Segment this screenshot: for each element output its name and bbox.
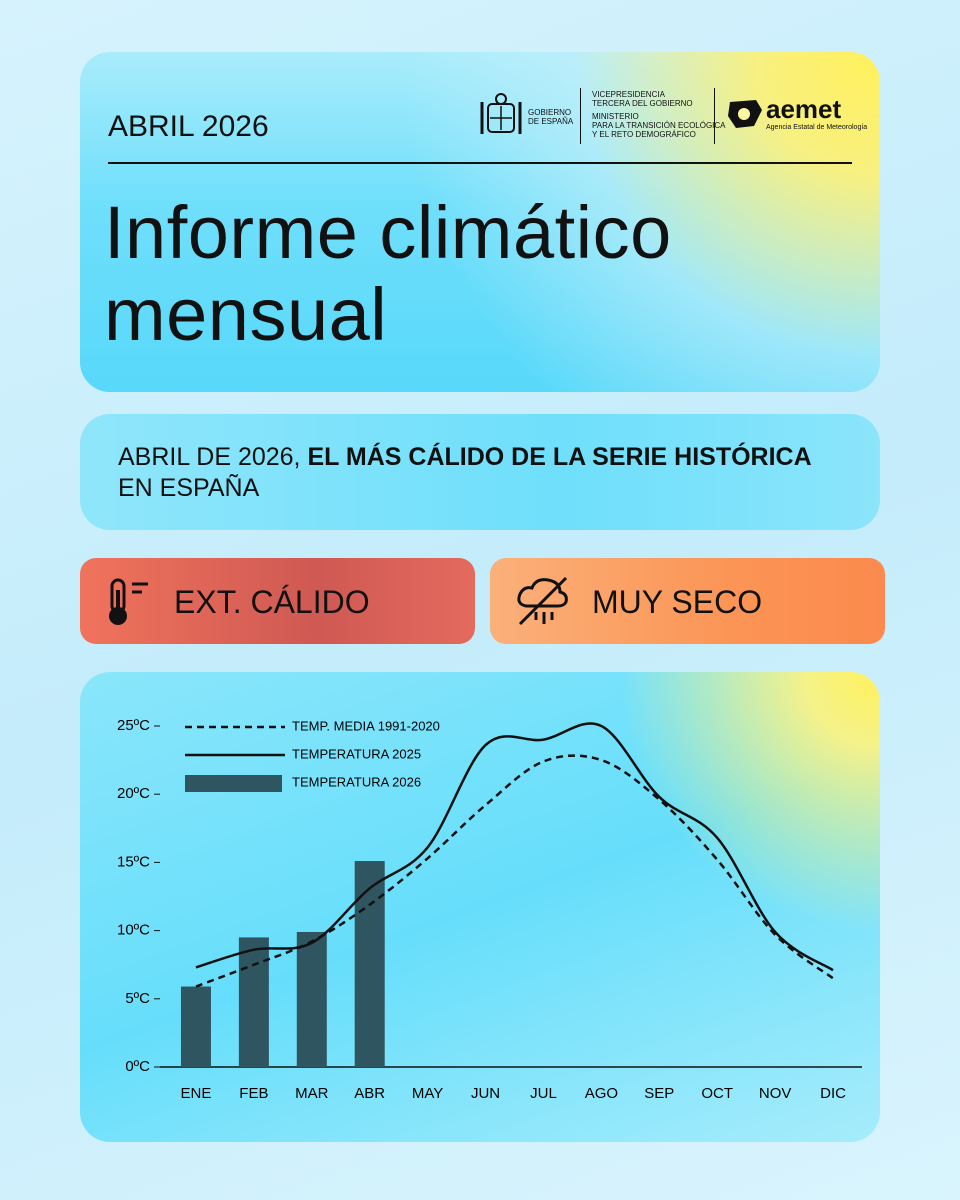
ministry-line: TERCERA DEL GOBIERNO (592, 99, 693, 108)
y-tick-label: 0ºC (125, 1058, 150, 1075)
x-tick-label: OCT (701, 1085, 733, 1102)
chart-card: 0ºC 5ºC 10ºC 15ºC 20ºC 25ºC ENE FEB MAR ABR MAY JUN… (80, 672, 880, 1142)
aemet-logo (728, 100, 762, 128)
x-tick-label: NOV (759, 1085, 792, 1102)
legend-label: TEMPERATURA 2026 (292, 774, 421, 789)
bar (296, 931, 327, 1067)
legend-swatch (185, 775, 282, 792)
ministry-line: MINISTERIO (592, 112, 639, 121)
y-tick-label: 15ºC (117, 853, 150, 870)
bar (238, 937, 269, 1067)
summary-card: ABRIL DE 2026, EL MÁS CÁLIDO DE LA SERIE… (80, 414, 880, 530)
legend-label: TEMP. MEDIA 1991-2020 (292, 718, 440, 733)
y-tick-label: 10ºC (117, 922, 150, 939)
divider (580, 88, 581, 144)
chart: 0ºC 5ºC 10ºC 15ºC 20ºC 25ºC ENE FEB MAR ABR MAY JUN… (117, 717, 862, 1102)
badge: MUY SECO (490, 558, 885, 644)
x-tick-label: MAR (295, 1085, 329, 1102)
summary: ABRIL DE 2026, EL MÁS CÁLIDO DE LA SERIE… (118, 442, 812, 504)
agency-full: Agencia Estatal de Meteorología (766, 124, 868, 131)
badge-text: EXT. CÁLIDO (174, 584, 370, 620)
agency: aemet (766, 94, 842, 124)
x-tick-label: MAY (412, 1085, 443, 1102)
header-card: ABRIL 2026 GOBIERNO DE ESPAÑA VICEPRESID… (80, 52, 880, 392)
x-tick-label: ABR (354, 1085, 385, 1102)
gov-line: GOBIERNO (528, 108, 572, 117)
ministry-line: VICEPRESIDENCIA (592, 90, 665, 99)
summary-bold: EL MÁS CÁLIDO DE LA SERIE HISTÓRICA (307, 443, 812, 471)
rule (108, 162, 852, 164)
coat-of-arms (480, 93, 522, 134)
ministry-line: PARA LA TRANSICIÓN ECOLÓGICA (592, 121, 726, 130)
bar (180, 986, 211, 1067)
y-tick-label: 20ºC (117, 785, 150, 802)
title: Informe climático mensual (104, 192, 672, 356)
gov-line: DE ESPAÑA (528, 117, 574, 126)
summary-text: EN ESPAÑA (118, 474, 260, 502)
x-tick-label: DIC (820, 1085, 846, 1102)
title-line: mensual (104, 273, 388, 356)
legend-label: TEMPERATURA 2025 (292, 746, 421, 761)
summary-text: ABRIL DE 2026, (118, 443, 308, 471)
date: ABRIL 2026 (108, 110, 269, 143)
bar (354, 861, 385, 1067)
x-tick-label: JUL (530, 1085, 557, 1102)
ministry-line: Y EL RETO DEMOGRÁFICO (592, 130, 696, 139)
badge: EXT. CÁLIDO (80, 558, 475, 644)
x-tick-label: AGO (585, 1085, 618, 1102)
badge-text: MUY SECO (592, 584, 763, 620)
thermometer-icon (109, 578, 148, 625)
x-tick-label: SEP (644, 1085, 674, 1102)
no-rain-icon (517, 576, 568, 626)
x-tick-label: FEB (239, 1085, 268, 1102)
line (195, 722, 834, 972)
x-tick-label: ENE (181, 1085, 212, 1102)
y-tick-label: 5ºC (125, 990, 150, 1007)
title-line: Informe climático (104, 191, 672, 274)
y-tick-label: 25ºC (117, 717, 150, 734)
divider (714, 88, 715, 144)
x-tick-label: JUN (471, 1085, 500, 1102)
